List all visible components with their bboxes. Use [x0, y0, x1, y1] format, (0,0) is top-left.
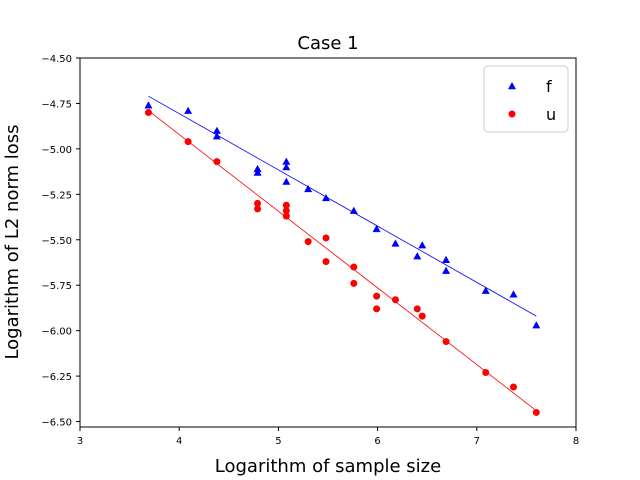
data-point-f [509, 290, 518, 298]
y-tick-label: −4.50 [41, 54, 72, 65]
legend-label-f: f [546, 77, 552, 96]
plot-area-frame [79, 57, 577, 428]
data-point-u [532, 408, 540, 416]
data-point-u [510, 383, 518, 391]
data-point-u [304, 238, 312, 246]
data-point-f [304, 184, 313, 193]
data-point-f [481, 286, 490, 294]
series-f [144, 95, 541, 329]
data-point-u [282, 201, 290, 209]
fit-line-u [148, 110, 537, 411]
fit-line-f [148, 95, 537, 317]
data-point-u [482, 368, 490, 376]
data-point-f [282, 177, 291, 185]
data-point-f [212, 132, 221, 140]
x-tick-label: 8 [573, 436, 579, 447]
data-point-f [442, 255, 451, 263]
data-point-f [253, 164, 262, 173]
legend-label-u: u [546, 105, 556, 124]
data-point-u [322, 234, 330, 242]
data-point-f [184, 106, 193, 114]
plot-marks [144, 95, 541, 416]
data-point-u [184, 138, 192, 146]
data-point-f [212, 126, 221, 134]
axis-ticks: 3 4 5 6 7 8 −4.50 −4.75 −5.00 −5.25 −5.50 −5.75 −6.0… [41, 54, 579, 447]
x-tick-label: 7 [474, 436, 480, 447]
y-tick-label: −5.25 [41, 190, 72, 201]
legend-box [483, 65, 569, 133]
data-point-u [282, 212, 290, 220]
legend-marker-u [508, 110, 516, 118]
data-point-u [350, 263, 358, 271]
data-point-f [372, 224, 381, 233]
legend: fu [483, 65, 569, 133]
x-tick-label: 5 [275, 436, 281, 447]
y-axis-label: Logarithm of L2 norm loss [2, 124, 23, 359]
data-point-f [442, 266, 451, 274]
data-point-u [144, 109, 152, 117]
legend-marker-f [508, 82, 516, 90]
data-point-u [373, 305, 381, 313]
y-tick-label: −5.75 [41, 281, 72, 292]
y-tick-label: −5.50 [41, 236, 72, 247]
y-tick-label: −6.25 [41, 372, 72, 383]
data-point-u [282, 207, 290, 215]
y-tick-label: −6.50 [41, 418, 72, 429]
y-tick-label: −6.00 [41, 327, 72, 338]
data-point-u [373, 292, 381, 300]
data-point-u [254, 199, 262, 207]
data-point-u [391, 296, 399, 304]
data-point-f [253, 168, 262, 176]
data-point-f [282, 163, 291, 171]
data-point-f [282, 157, 291, 165]
data-point-u [442, 338, 450, 346]
series-u [144, 109, 540, 416]
data-point-f [322, 193, 331, 202]
data-point-u [413, 305, 421, 313]
data-point-f [391, 239, 400, 247]
data-point-f [418, 241, 427, 249]
data-point-u [254, 205, 262, 213]
data-point-f [413, 252, 422, 260]
x-axis-label: Logarithm of sample size [215, 456, 441, 477]
x-tick-label: 4 [176, 436, 182, 447]
y-tick-label: −5.00 [41, 145, 72, 156]
chart-title: Case 1 [297, 33, 358, 54]
x-tick-label: 6 [374, 436, 380, 447]
data-point-u [350, 279, 358, 287]
data-point-f [532, 321, 541, 329]
data-point-f [349, 206, 358, 214]
y-tick-label: −4.75 [41, 99, 72, 110]
data-point-f [144, 101, 153, 109]
data-point-u [322, 258, 330, 266]
data-point-u [213, 158, 221, 166]
data-point-u [418, 312, 426, 320]
x-tick-label: 3 [77, 436, 83, 447]
